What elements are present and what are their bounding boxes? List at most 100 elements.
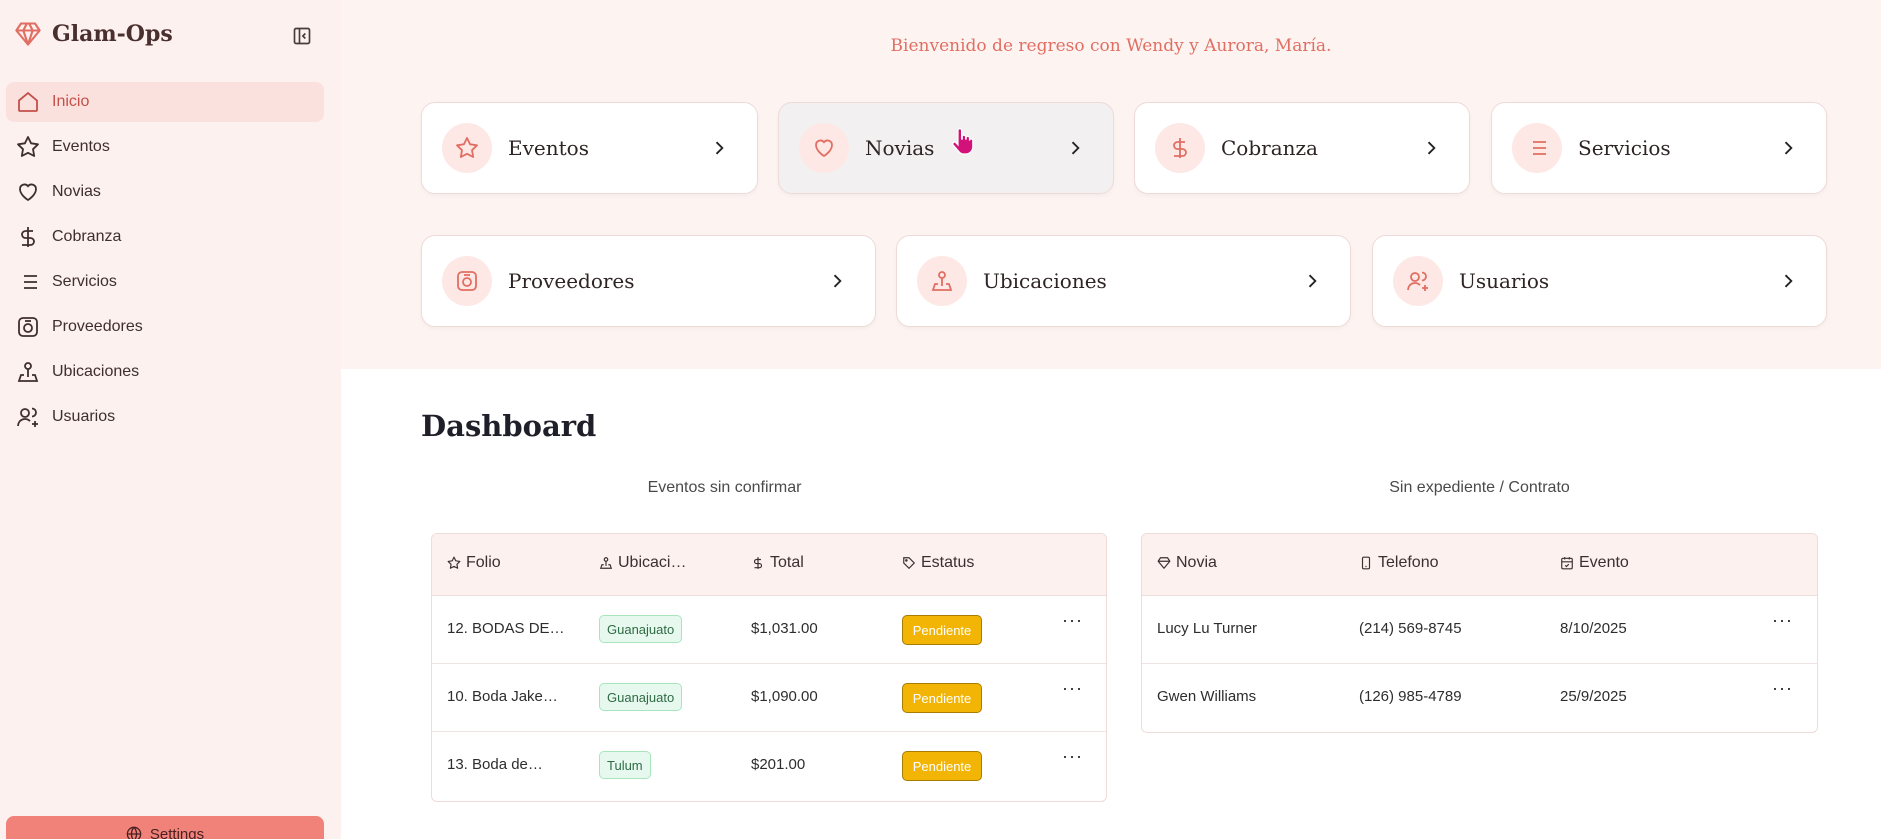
column-header-evento[interactable]: Evento bbox=[1560, 554, 1629, 572]
sidebar: Glam-Ops Inicio Eventos Novias Cobranza … bbox=[0, 0, 341, 839]
bride-name-cell: Lucy Lu Turner bbox=[1157, 620, 1258, 637]
settings-button[interactable]: Settings bbox=[6, 816, 324, 839]
sidebar-item-label: Inicio bbox=[52, 93, 90, 110]
card-icon-wrap bbox=[917, 256, 967, 306]
column-header-folio[interactable]: Folio bbox=[447, 554, 501, 572]
column-header-novia[interactable]: Novia bbox=[1157, 554, 1217, 572]
event-date-cell: 8/10/2025 bbox=[1560, 620, 1627, 637]
location-badge: Tulum bbox=[599, 751, 651, 779]
card-label: Proveedores bbox=[508, 269, 635, 293]
table-row[interactable]: 12. BODAS DE… Guanajuato $1,031.00 Pendi… bbox=[432, 596, 1106, 664]
dollar-icon bbox=[753, 557, 763, 569]
sidebar-item-proveedores[interactable]: Proveedores bbox=[6, 307, 324, 347]
sidebar-item-label: Eventos bbox=[52, 138, 110, 155]
sidebar-item-label: Cobranza bbox=[52, 228, 122, 245]
status-badge: Pendiente bbox=[902, 683, 982, 713]
column-label: Evento bbox=[1579, 554, 1629, 571]
chevron-right-icon bbox=[833, 274, 842, 288]
chevron-right-icon bbox=[1071, 141, 1080, 155]
phone-icon bbox=[1361, 556, 1371, 570]
list-icon bbox=[1528, 141, 1546, 155]
column-label: Telefono bbox=[1378, 554, 1439, 571]
event-date-cell: 25/9/2025 bbox=[1560, 688, 1627, 705]
card-proveedores[interactable]: Proveedores bbox=[421, 235, 876, 327]
heart-icon bbox=[815, 139, 833, 158]
card-icon-wrap bbox=[442, 256, 492, 306]
dollar-icon bbox=[21, 227, 35, 247]
star-icon bbox=[456, 137, 478, 158]
page-title: Dashboard bbox=[421, 409, 597, 443]
total-cell: $1,031.00 bbox=[751, 620, 818, 637]
card-ubicaciones[interactable]: Ubicaciones bbox=[896, 235, 1351, 327]
users-icon bbox=[1407, 271, 1428, 291]
map-pin-icon bbox=[17, 362, 39, 382]
total-cell: $1,090.00 bbox=[751, 688, 818, 705]
sidebar-item-label: Ubicaciones bbox=[52, 363, 140, 380]
column-label: Estatus bbox=[921, 554, 975, 571]
sidebar-nav: Inicio Eventos Novias Cobranza Servicios… bbox=[6, 82, 324, 442]
card-servicios[interactable]: Servicios bbox=[1491, 102, 1827, 194]
app-name: Glam-Ops bbox=[52, 21, 173, 47]
chevron-right-icon bbox=[1308, 274, 1317, 288]
total-cell: $201.00 bbox=[751, 756, 806, 773]
star-icon bbox=[17, 136, 39, 157]
sidebar-item-eventos[interactable]: Eventos bbox=[6, 127, 324, 167]
gem-icon bbox=[1157, 557, 1171, 569]
table-row[interactable]: Lucy Lu Turner (214) 569-8745 8/10/2025 … bbox=[1142, 596, 1817, 664]
card-label: Ubicaciones bbox=[983, 269, 1107, 293]
column-header-telefono[interactable]: Telefono bbox=[1359, 554, 1439, 572]
card-cobranza[interactable]: Cobranza bbox=[1134, 102, 1470, 194]
brand[interactable]: Glam-Ops bbox=[14, 20, 173, 48]
chevron-right-icon bbox=[715, 141, 724, 155]
home-icon bbox=[18, 91, 38, 112]
more-options-icon[interactable]: ··· bbox=[1772, 678, 1793, 698]
bride-name-cell: Gwen Williams bbox=[1157, 688, 1257, 705]
column-header-ubicacion[interactable]: Ubicaci… bbox=[599, 554, 686, 572]
more-options-icon[interactable]: ··· bbox=[1062, 610, 1083, 630]
folio-cell: 13. Boda de… bbox=[447, 756, 543, 773]
camera-icon bbox=[457, 271, 477, 291]
column-header-total[interactable]: Total bbox=[751, 554, 804, 572]
more-options-icon[interactable]: ··· bbox=[1772, 610, 1793, 630]
column-label: Novia bbox=[1176, 554, 1217, 571]
camera-icon bbox=[18, 317, 38, 337]
sidebar-toggle-button[interactable] bbox=[290, 24, 314, 48]
welcome-message: Bienvenido de regreso con Wendy y Aurora… bbox=[890, 36, 1332, 56]
globe-icon bbox=[126, 826, 142, 839]
brides-table-title: Sin expediente / Contrato bbox=[1389, 479, 1570, 496]
chevron-right-icon bbox=[1784, 141, 1793, 155]
map-pin-icon bbox=[931, 271, 953, 291]
sidebar-item-servicios[interactable]: Servicios bbox=[6, 262, 324, 302]
phone-cell: (214) 569-8745 bbox=[1359, 620, 1462, 637]
sidebar-item-label: Proveedores bbox=[52, 318, 143, 335]
table-row[interactable]: 10. Boda Jake… Guanajuato $1,090.00 Pend… bbox=[432, 664, 1106, 732]
sidebar-item-inicio[interactable]: Inicio bbox=[6, 82, 324, 122]
table-header: Folio Ubicaci… Total Estatus bbox=[432, 534, 1106, 596]
card-label: Eventos bbox=[508, 136, 589, 160]
table-row[interactable]: Gwen Williams (126) 985-4789 25/9/2025 ·… bbox=[1142, 664, 1817, 732]
card-novias[interactable]: Novias bbox=[778, 102, 1114, 194]
calendar-check-icon bbox=[1561, 557, 1573, 570]
card-label: Cobranza bbox=[1221, 136, 1318, 160]
sidebar-item-cobranza[interactable]: Cobranza bbox=[6, 217, 324, 257]
location-badge: Guanajuato bbox=[599, 683, 683, 711]
card-usuarios[interactable]: Usuarios bbox=[1372, 235, 1827, 327]
sidebar-item-novias[interactable]: Novias bbox=[6, 172, 324, 212]
card-eventos[interactable]: Eventos bbox=[421, 102, 758, 194]
sidebar-item-usuarios[interactable]: Usuarios bbox=[6, 397, 324, 437]
sidebar-item-ubicaciones[interactable]: Ubicaciones bbox=[6, 352, 324, 392]
events-table: Folio Ubicaci… Total Estatus 12. BODAS D… bbox=[431, 533, 1107, 802]
table-row[interactable]: 13. Boda de… Tulum $201.00 Pendiente ··· bbox=[432, 732, 1106, 800]
card-label: Servicios bbox=[1578, 136, 1671, 160]
star-icon bbox=[447, 556, 461, 569]
sidebar-item-label: Novias bbox=[52, 183, 101, 200]
hand-cursor-icon bbox=[952, 128, 974, 155]
more-options-icon[interactable]: ··· bbox=[1062, 678, 1083, 698]
phone-cell: (126) 985-4789 bbox=[1359, 688, 1462, 705]
column-header-estatus[interactable]: Estatus bbox=[902, 554, 974, 572]
map-pin-icon bbox=[599, 557, 613, 569]
more-options-icon[interactable]: ··· bbox=[1062, 746, 1083, 766]
gem-icon bbox=[15, 22, 41, 46]
location-badge: Guanajuato bbox=[599, 615, 683, 643]
status-badge: Pendiente bbox=[902, 615, 982, 645]
